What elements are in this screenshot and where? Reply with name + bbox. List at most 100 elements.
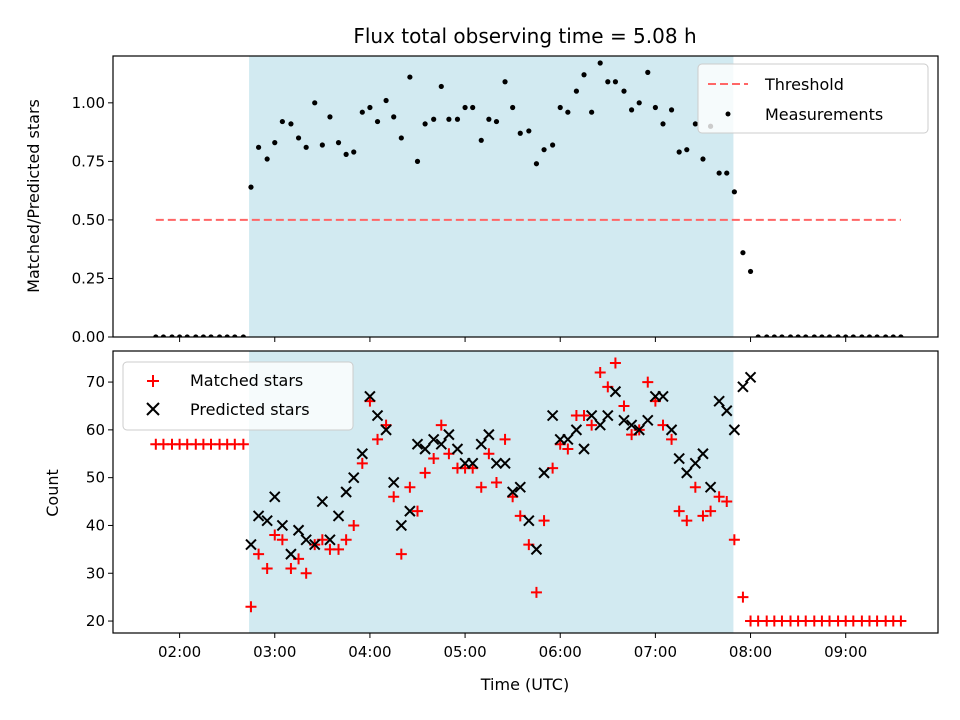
- predicted-star-point: [562, 433, 574, 446]
- predicted-star-point: [697, 448, 709, 460]
- matched-star-point: [253, 548, 265, 560]
- matched-star-point: [895, 615, 907, 627]
- measurement-point: [493, 118, 500, 125]
- predicted-star-point: [618, 414, 630, 427]
- measurement-point: [216, 334, 223, 337]
- bottom-x-tick-label: 05:00: [443, 643, 486, 661]
- matched-star-point: [737, 591, 749, 603]
- bottom-axes-frame: [112, 350, 939, 634]
- matched-star-point: [530, 586, 542, 598]
- measurement-point: [883, 334, 889, 337]
- top-legend-box: [697, 63, 929, 134]
- predicted-star-point: [483, 428, 495, 441]
- top-y-tick-label: 1.00: [72, 94, 105, 112]
- matched-star-point: [713, 491, 725, 503]
- measurement-point: [470, 104, 476, 111]
- measurement-point: [557, 104, 563, 111]
- measurement-point: [573, 88, 580, 94]
- measurement-point: [755, 334, 761, 337]
- measurement-point: [612, 79, 619, 85]
- measurement-point: [374, 118, 381, 125]
- measurement-point: [859, 334, 865, 337]
- matched-star-point: [348, 519, 360, 531]
- measurements-legend-label: Measurements: [765, 105, 883, 124]
- matched-star-point: [721, 496, 733, 508]
- measurement-point: [811, 334, 817, 337]
- predicted-star-point: [570, 424, 583, 436]
- predicted-star-point: [252, 510, 265, 522]
- matched-star-point: [499, 433, 511, 445]
- matched-star-point: [642, 376, 654, 388]
- top-legend: Threshold Measurements: [697, 63, 929, 134]
- predicted-star-point: [309, 538, 321, 551]
- measurement-point: [771, 334, 777, 337]
- matched-star-point: [269, 529, 281, 541]
- measurement-point: [740, 250, 746, 256]
- predicted-star-point: [657, 390, 669, 403]
- predicted-star-point: [689, 457, 702, 470]
- measurement-point: [898, 334, 904, 337]
- predicted-star-point: [673, 452, 685, 465]
- measurements-legend-marker: [725, 111, 731, 117]
- bottom-y-tick-label: 30: [86, 564, 105, 582]
- measurement-point: [605, 79, 611, 85]
- bottom-x-tick-label: 03:00: [253, 643, 296, 661]
- bottom-y-tick-label: 70: [86, 373, 105, 391]
- predicted-star-point: [713, 395, 725, 407]
- predicted-star-point: [285, 548, 297, 560]
- top-y-tick-label: 0.50: [72, 211, 105, 229]
- bottom-x-tick-label: 09:00: [824, 643, 867, 661]
- predicted-star-point: [292, 524, 305, 536]
- measurement-point: [692, 121, 698, 127]
- matched-star-point: [388, 491, 400, 503]
- measurement-point: [422, 121, 428, 127]
- predicted-star-point: [665, 424, 678, 436]
- predicted-star-point: [721, 405, 733, 417]
- matched-star-point: [276, 534, 288, 546]
- top-shaded-rect: [249, 56, 734, 337]
- predicted-star-point: [490, 457, 503, 470]
- matched-star-point: [428, 453, 440, 465]
- measurement-point: [747, 268, 754, 275]
- bottom-legend: Matched stars Predicted stars: [122, 361, 354, 431]
- measurement-point: [676, 149, 682, 155]
- predicted-star-point: [261, 514, 273, 527]
- predicted-star-point: [737, 381, 749, 393]
- measurement-point: [724, 170, 730, 176]
- matched-star-point: [562, 443, 574, 455]
- matched-star-point: [245, 601, 257, 613]
- measurement-point: [407, 74, 413, 80]
- predicted-star-point: [404, 505, 416, 517]
- measurement-point: [184, 334, 190, 337]
- matched-star-point: [609, 357, 621, 369]
- predicted-star-point: [300, 534, 312, 546]
- matched-star-point: [356, 457, 368, 469]
- measurement-point: [414, 158, 421, 164]
- measurement-point: [819, 334, 825, 337]
- measurement-point: [193, 334, 199, 337]
- matched-star-point: [728, 534, 740, 546]
- predicted-star-point: [435, 438, 447, 450]
- measurement-point: [843, 334, 849, 337]
- bottom-y-tick-label: 50: [86, 469, 105, 487]
- matched-star-point: [435, 419, 447, 431]
- measurement-point: [312, 100, 318, 106]
- predicted-star-point: [269, 491, 281, 503]
- bottom-axes: 20 30 40 50 60 70 02:00 03:00 04:00 05:00 06:00 07:…: [86, 373, 867, 661]
- matched-star-point: [681, 515, 693, 527]
- matched-star-point: [419, 467, 431, 479]
- matched-star-point: [697, 510, 709, 522]
- measurement-point: [700, 156, 706, 162]
- measurement-point: [264, 156, 270, 162]
- predicted-star-point: [602, 409, 614, 422]
- measurement-point: [169, 334, 175, 337]
- measurement-point: [636, 100, 642, 106]
- matched-star-point: [618, 400, 630, 412]
- predicted-star-point: [642, 414, 654, 427]
- measurement-point: [565, 109, 571, 115]
- measurement-point: [502, 79, 508, 85]
- measurement-point: [668, 107, 675, 113]
- matched-star-point: [483, 448, 495, 460]
- measurement-point: [454, 116, 461, 122]
